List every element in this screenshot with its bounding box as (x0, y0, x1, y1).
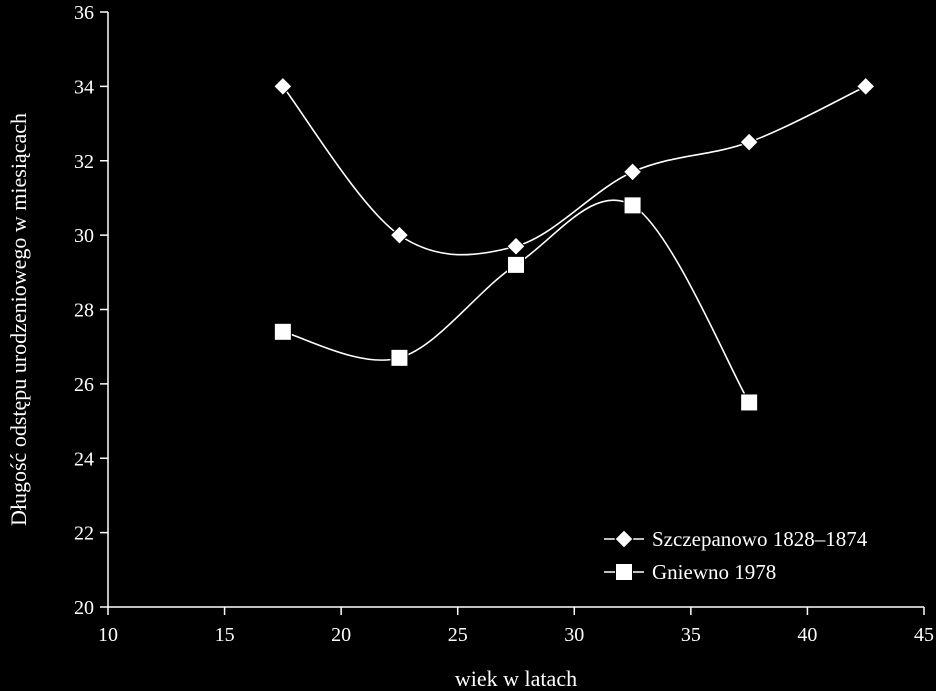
data-point-diamond (273, 76, 293, 97)
axes (107, 12, 924, 608)
x-tick-label: 35 (681, 624, 701, 646)
x-tick-label: 25 (448, 624, 468, 646)
legend-item: Gniewno 1978 (604, 560, 776, 584)
y-tick-label: 32 (74, 151, 94, 173)
data-point-square (740, 393, 759, 412)
legend-marker-square (615, 563, 633, 581)
x-tick-label: 45 (914, 624, 934, 646)
data-point-square (390, 348, 409, 367)
data-point-diamond (739, 132, 759, 152)
data-point-square (623, 196, 642, 215)
series-line (282, 85, 867, 256)
y-tick-label: 34 (74, 76, 94, 98)
x-tick-label: 15 (215, 624, 235, 646)
y-tick-label: 26 (74, 374, 94, 396)
data-point-diamond (856, 76, 876, 97)
data-point-square (507, 255, 525, 274)
data-point-diamond (389, 225, 410, 245)
x-axis-title: wiek w latach (455, 666, 577, 691)
y-tick-label: 30 (74, 225, 94, 247)
y-tick-label: 22 (74, 523, 94, 545)
data-point-diamond (622, 162, 643, 182)
legend-marker-diamond (614, 529, 634, 549)
x-tick-label: 30 (564, 624, 584, 646)
data-point-square (273, 322, 292, 341)
series-szczepanowo (273, 76, 876, 256)
x-tick-label: 40 (797, 624, 817, 646)
y-tick-label: 20 (74, 597, 94, 619)
legend: Szczepanowo 1828–1874 Gniewno 1978 (604, 527, 868, 584)
x-tick-label: 20 (331, 624, 351, 646)
y-tick-label: 24 (74, 448, 94, 470)
y-axis-ticks: 20 22 24 26 28 30 32 34 36 (74, 2, 108, 619)
legend-item: Szczepanowo 1828–1874 (604, 527, 868, 551)
legend-label: Szczepanowo 1828–1874 (652, 527, 868, 551)
y-tick-label: 36 (74, 2, 94, 24)
y-tick-label: 28 (74, 300, 94, 322)
series-gniewno (273, 196, 759, 412)
y-axis-title: Długość odstępu urodzeniowego w miesiąca… (6, 113, 31, 526)
data-point-diamond (506, 236, 526, 256)
legend-label: Gniewno 1978 (652, 560, 776, 584)
series-line (282, 199, 750, 403)
x-tick-label: 10 (98, 624, 118, 646)
x-axis-ticks: 10 15 20 25 30 35 40 45 (98, 607, 934, 646)
series-layer (273, 76, 876, 412)
